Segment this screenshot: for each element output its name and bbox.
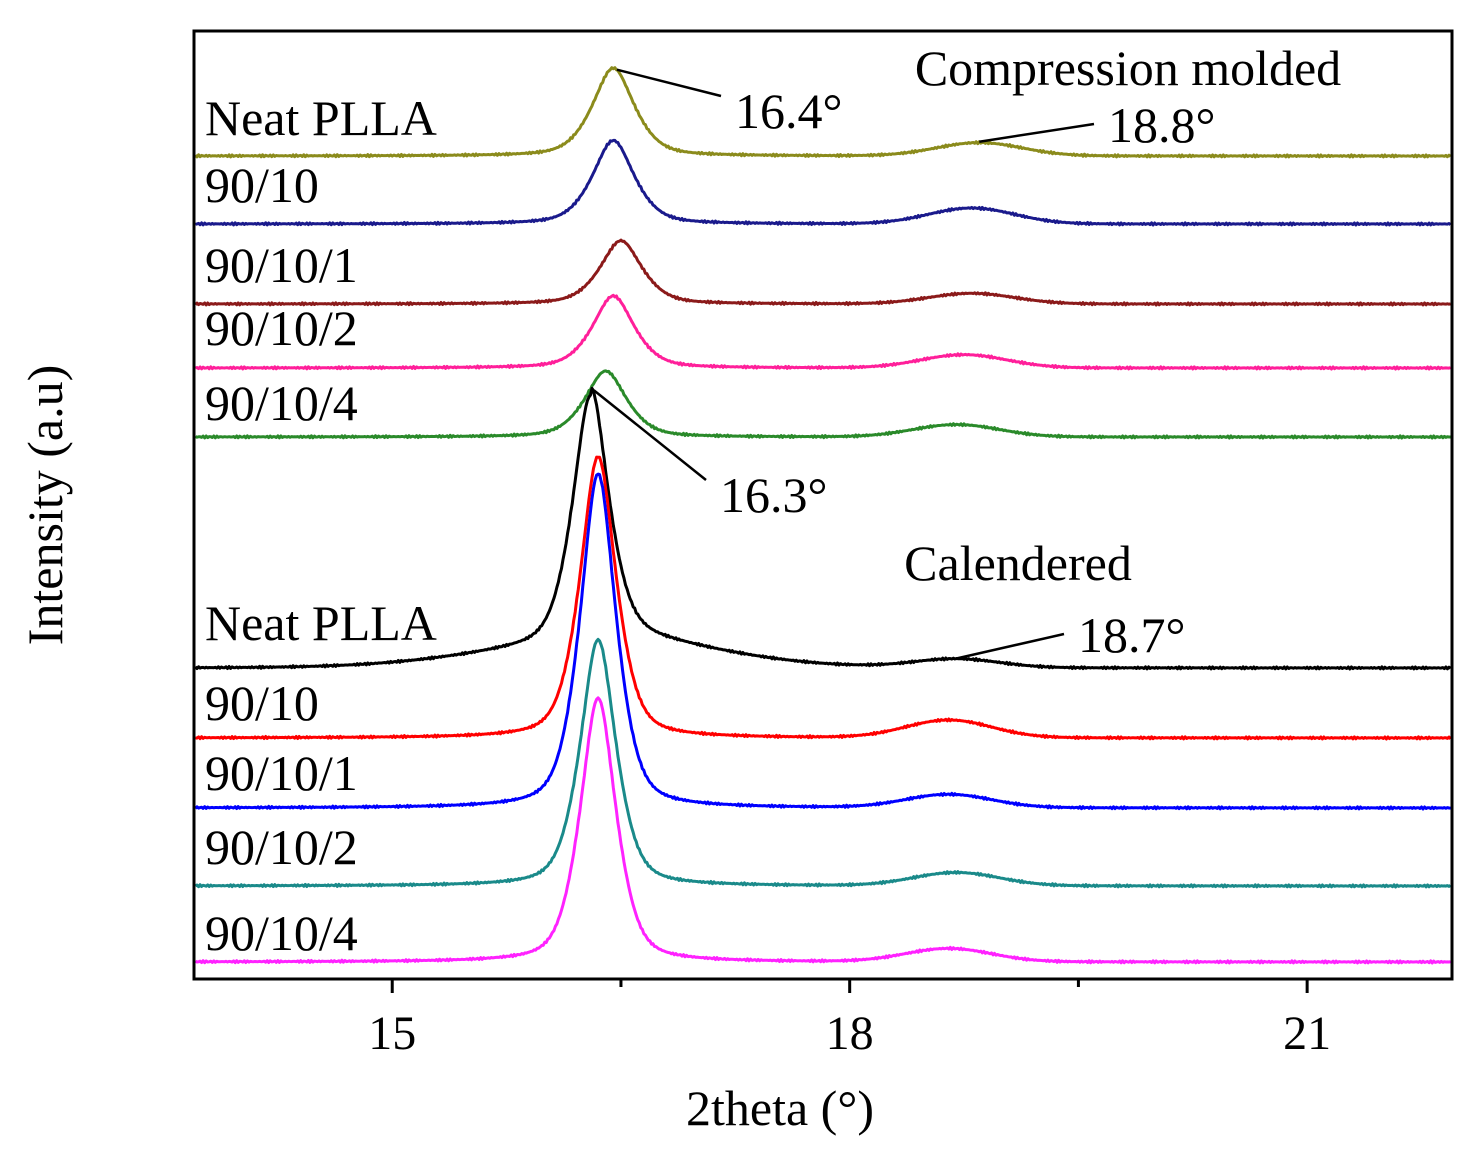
series-labels: Neat PLLA 90/10 90/10/1 90/10/2 90/10/4 Neat … xyxy=(205,90,437,961)
annotation-label: 16.3° xyxy=(720,467,828,523)
series-layer xyxy=(194,66,1452,965)
series-label: 90/10/1 xyxy=(205,745,358,801)
series-line-compression-90-10-2 xyxy=(195,293,1451,371)
series-label: 90/10/2 xyxy=(205,300,358,356)
series-line-calendered-90-10-1 xyxy=(194,472,1451,811)
plot-frame xyxy=(192,29,1454,981)
series-line-compression-neat-plla xyxy=(194,66,1452,159)
annotation-label: 16.4° xyxy=(735,83,843,139)
series-line-compression-90-10 xyxy=(195,138,1452,227)
annotation-leader xyxy=(956,632,1065,660)
y-axis-title: Intensity (a.u) xyxy=(17,365,73,645)
series-label: 90/10/4 xyxy=(205,375,358,431)
series-label: 90/10/1 xyxy=(205,237,358,293)
series-line-calendered-90-10 xyxy=(195,455,1452,741)
series-label: Neat PLLA xyxy=(205,90,437,146)
series-line-compression-90-10-1 xyxy=(194,238,1451,307)
annotation-leader xyxy=(616,68,722,98)
series-label: 90/10 xyxy=(205,157,319,213)
series-line-calendered-neat-plla xyxy=(194,386,1452,671)
annotation-leader xyxy=(979,122,1095,143)
group-label-compression-molded: Compression molded xyxy=(915,40,1341,96)
x-tick-label: 21 xyxy=(1283,1007,1331,1060)
x-axis: 15 18 21 xyxy=(368,979,1331,1060)
series-line-calendered-90-10-4 xyxy=(194,696,1451,965)
x-axis-title: 2theta (°) xyxy=(686,1080,874,1136)
x-tick-label: 15 xyxy=(368,1007,416,1060)
series-label: Neat PLLA xyxy=(205,595,437,651)
x-tick-label: 18 xyxy=(826,1007,874,1060)
series-line-compression-90-10-4 xyxy=(194,369,1451,440)
group-label-calendered: Calendered xyxy=(904,535,1132,591)
annotation-label: 18.8° xyxy=(1108,97,1216,153)
series-label: 90/10/4 xyxy=(205,905,358,961)
annotations: 16.4° 18.8° 16.3° 18.7° xyxy=(593,68,1216,663)
annotation-leader xyxy=(593,389,707,481)
series-line-calendered-90-10-2 xyxy=(194,637,1452,889)
series-label: 90/10/2 xyxy=(205,819,358,875)
annotation-label: 18.7° xyxy=(1078,607,1186,663)
series-label: 90/10 xyxy=(205,675,319,731)
